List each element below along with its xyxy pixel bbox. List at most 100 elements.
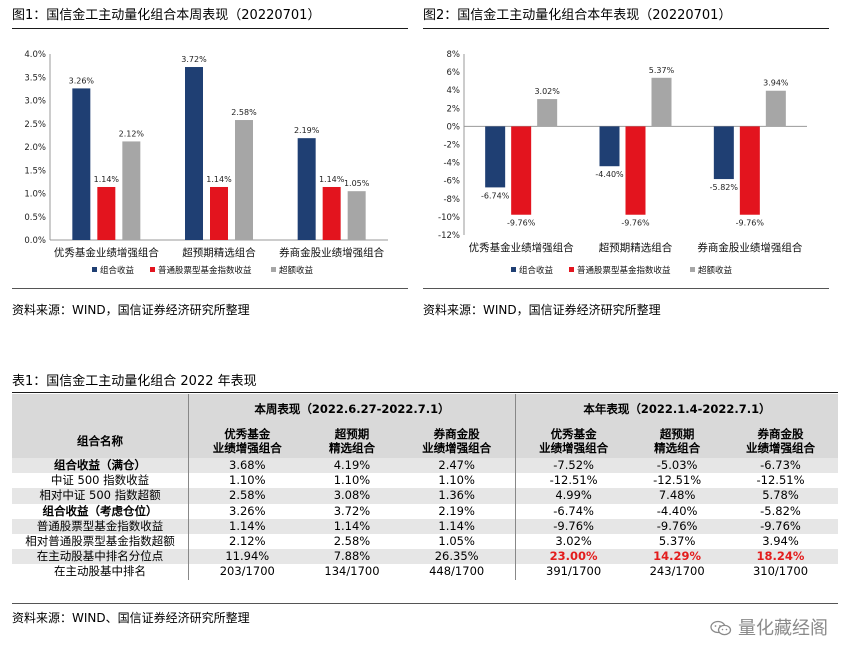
figure1-source: 资料来源：WIND，国信证券经济研究所整理 (12, 303, 250, 317)
bar (297, 138, 316, 240)
table-cell: 243/1700 (649, 564, 705, 579)
watermark-text: 量化藏经阁 (738, 618, 828, 639)
row-label: 中证 500 指数收益 (12, 473, 189, 489)
header-year-portfolio-3: 券商金股 业绩增强组合 (723, 424, 838, 458)
table-title: 表1：国信金工主动量化组合 2022 年表现 (12, 374, 257, 389)
header-blank-cell (12, 394, 189, 424)
table-header-row-portfolios: 组合名称 优秀基金 业绩增强组合 超预期 精选组合 券商金股 业绩增强组合 优秀基金业… (12, 424, 838, 458)
table-cell: 1.05% (398, 533, 516, 550)
legend-label: 组合收益 (100, 265, 135, 276)
data-label: 1.14% (206, 175, 232, 184)
table-cell: 2.19% (398, 503, 516, 519)
y-tick-label: 2.5% (24, 120, 46, 130)
bar (511, 126, 532, 215)
y-tick-label: -10% (438, 213, 460, 223)
legend-square-icon (569, 267, 574, 272)
y-tick-label: 0.0% (24, 236, 46, 246)
data-label: 5.37% (649, 66, 675, 75)
bar (599, 126, 620, 167)
bar (235, 120, 253, 240)
y-tick-label: -8% (443, 195, 460, 205)
table-row: 中证 500 指数收益 1.10% 1.10% 1.10% -12.51% -1… (12, 473, 838, 489)
table-cell: 1.36% (398, 488, 516, 504)
table-cell: -9.76% (631, 518, 724, 534)
table-cell: -12.51% (653, 473, 702, 488)
table-cell: 3.94% (762, 534, 799, 549)
data-label: 2.19% (294, 126, 320, 135)
table-row: 在主动股基中排名分位点 11.94% 7.88% 26.35% 23.00% 1… (12, 549, 838, 565)
table-cell: 4.99% (515, 488, 632, 504)
y-tick-label: 8% (447, 50, 461, 60)
legend-label: 超额收益 (279, 265, 314, 276)
table-cell: 1.14% (398, 518, 516, 534)
table-cell: 7.88% (305, 549, 399, 565)
row-label: 在主动股基中排名分位点 (12, 549, 189, 565)
figure2-bottom-rule (423, 288, 829, 289)
y-tick-label: -6% (443, 177, 460, 187)
table-cell: 5.37% (658, 534, 696, 549)
data-label: 1.14% (319, 175, 345, 184)
table-bottom-rule (12, 603, 838, 604)
legend-square-icon (511, 267, 516, 272)
data-label: -6.74% (481, 191, 510, 200)
bar (651, 77, 672, 127)
table-cell: -9.76% (723, 518, 838, 534)
data-label: -5.82% (710, 183, 739, 192)
y-tick-label: 4% (447, 86, 461, 96)
bar (122, 141, 141, 240)
figure1-bottom-rule (12, 288, 408, 289)
y-tick-label: 1.0% (24, 190, 46, 200)
bar (485, 126, 506, 188)
x-category-label: 超预期精选组合 (599, 241, 673, 254)
table-row: 普通股票型基金指数收益 1.14% 1.14% 1.14% -9.76% -9.… (12, 518, 838, 534)
table-cell: -12.51% (549, 473, 598, 488)
row-label: 普通股票型基金指数收益 (12, 518, 189, 534)
table-top-rule (12, 392, 838, 393)
data-label: 1.05% (344, 179, 370, 188)
table-cell: 2.12% (229, 534, 266, 549)
y-tick-label: 6% (447, 68, 461, 78)
figure2-top-rule (423, 28, 829, 29)
figure1-top-rule (12, 28, 408, 29)
x-category-label: 超预期精选组合 (182, 246, 256, 259)
table-cell: 448/1700 (398, 564, 516, 580)
table-cell: -6.73% (723, 458, 838, 474)
table-cell: 1.14% (188, 518, 306, 534)
table-cell: 203/1700 (219, 564, 275, 579)
data-label: 3.94% (763, 79, 789, 88)
table-cell: -5.82% (760, 503, 801, 518)
y-tick-label: -2% (443, 141, 460, 151)
y-tick-label: 3.5% (24, 73, 46, 83)
table-cell: -12.51% (756, 473, 805, 488)
table-row: 相对普通股票型基金指数超额 2.12% 2.58% 1.05% 3.02% 5.… (12, 533, 838, 550)
performance-table: 本周表现（2022.6.27-2022.7.1） 本年表现（2022.1.4-2… (12, 394, 838, 580)
header-year: 本年表现（2022.1.4-2022.7.1） (515, 394, 838, 424)
y-tick-label: -12% (438, 231, 460, 241)
table-source: 资料来源：WIND、国信证券经济研究所整理 (12, 611, 250, 625)
data-label: 3.02% (534, 87, 560, 96)
table-cell: 3.08% (305, 488, 399, 504)
y-tick-label: 3.0% (24, 97, 46, 107)
table-cell: 26.35% (398, 549, 516, 565)
y-tick-label: 0% (447, 122, 461, 132)
table-cell: 5.78% (723, 488, 838, 504)
legend-square-icon (150, 267, 155, 272)
x-category-label: 优秀基金业绩增强组合 (469, 241, 574, 254)
bar (765, 90, 786, 127)
table-cell: 7.48% (631, 488, 724, 504)
table-cell: 3.02% (555, 534, 592, 549)
table-cell: 2.58% (333, 534, 371, 549)
row-label: 相对中证 500 指数超额 (12, 488, 189, 504)
table-cell: -5.03% (631, 458, 724, 474)
table-header-row-periods: 本周表现（2022.6.27-2022.7.1） 本年表现（2022.1.4-2… (12, 394, 838, 424)
row-label: 在主动股基中排名 (12, 564, 189, 580)
x-category-label: 优秀基金业绩增强组合 (54, 246, 159, 259)
table-cell: 391/1700 (546, 564, 602, 579)
bar (347, 191, 366, 240)
data-label: 3.26% (69, 76, 95, 85)
legend-square-icon (690, 267, 695, 272)
row-label: 组合收益（考虑仓位） (12, 503, 189, 519)
x-category-label: 券商金股业绩增强组合 (279, 246, 384, 259)
table-cell: 1.10% (333, 473, 371, 488)
data-label: -9.76% (507, 219, 536, 228)
